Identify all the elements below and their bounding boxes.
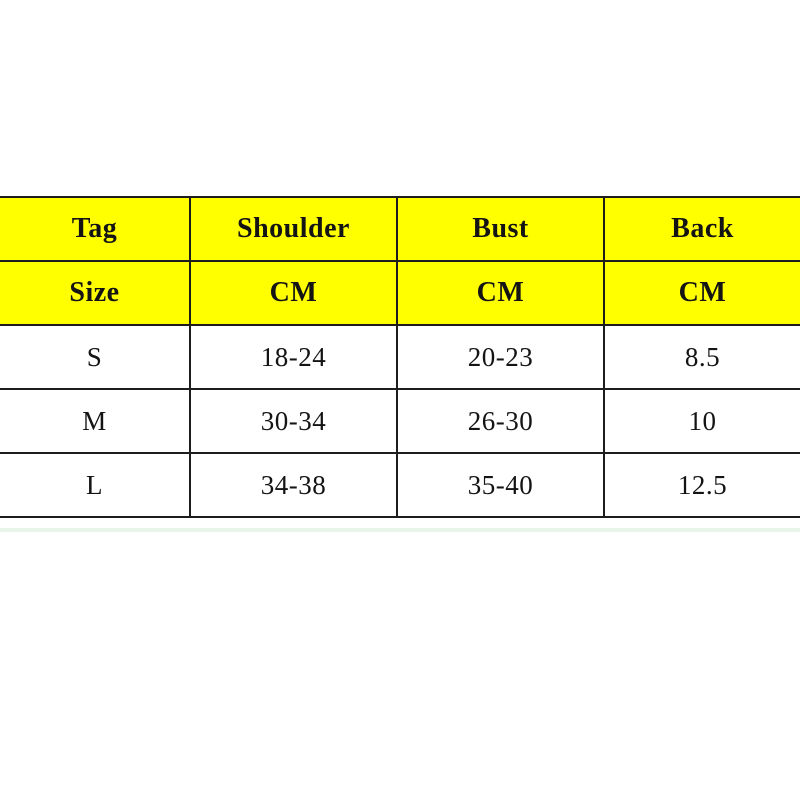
header-cell-shoulder: Shoulder bbox=[189, 196, 398, 262]
header-cell-size: Size bbox=[0, 260, 191, 326]
data-cell-shoulder: 34-38 bbox=[189, 452, 398, 518]
data-cell-back: 10 bbox=[603, 388, 800, 454]
data-cell-bust: 20-23 bbox=[396, 324, 605, 390]
table-row-size-s: S 18-24 20-23 8.5 bbox=[0, 324, 800, 390]
data-cell-bust: 26-30 bbox=[396, 388, 605, 454]
data-cell-size: S bbox=[0, 324, 191, 390]
table-bottom-fringe bbox=[0, 528, 800, 532]
header-cell-back: Back bbox=[603, 196, 800, 262]
header-cell-unit-cm-1: CM bbox=[189, 260, 398, 326]
data-cell-size: M bbox=[0, 388, 191, 454]
data-cell-back: 8.5 bbox=[603, 324, 800, 390]
data-cell-back: 12.5 bbox=[603, 452, 800, 518]
data-cell-size: L bbox=[0, 452, 191, 518]
size-chart-table: Tag Shoulder Bust Back Size CM CM CM S 1… bbox=[0, 196, 800, 518]
header-cell-unit-cm-2: CM bbox=[396, 260, 605, 326]
table-header-row-1: Tag Shoulder Bust Back bbox=[0, 196, 800, 262]
data-cell-bust: 35-40 bbox=[396, 452, 605, 518]
header-cell-tag: Tag bbox=[0, 196, 191, 262]
header-cell-unit-cm-3: CM bbox=[603, 260, 800, 326]
table-header-row-2: Size CM CM CM bbox=[0, 260, 800, 326]
data-cell-shoulder: 18-24 bbox=[189, 324, 398, 390]
header-cell-bust: Bust bbox=[396, 196, 605, 262]
table-row-size-l: L 34-38 35-40 12.5 bbox=[0, 452, 800, 518]
data-cell-shoulder: 30-34 bbox=[189, 388, 398, 454]
table-row-size-m: M 30-34 26-30 10 bbox=[0, 388, 800, 454]
